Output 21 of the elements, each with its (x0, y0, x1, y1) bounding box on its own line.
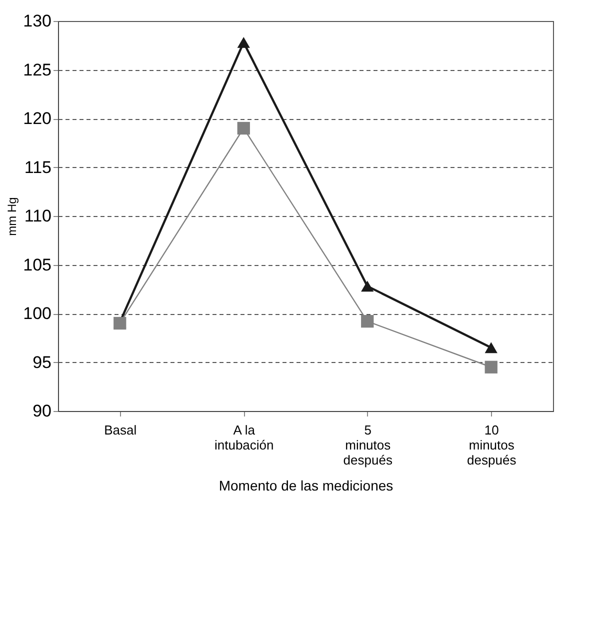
point (361, 280, 374, 292)
x-axis-title: Momento de las mediciones (218, 478, 394, 494)
y-tick-label: 130 (23, 12, 52, 30)
point (237, 122, 250, 135)
y-tick-label: 120 (23, 109, 52, 128)
point (484, 360, 498, 374)
x-tick-label: 10 minutos después (467, 422, 517, 468)
y-axis-title: mm Hg (5, 197, 20, 236)
y-tick-label: 100 (23, 304, 52, 323)
y-tick-label: 95 (32, 352, 52, 372)
x-tick-label: Basal (104, 422, 137, 438)
y-tick-label: 115 (24, 158, 52, 177)
point (361, 314, 374, 328)
point (484, 342, 498, 354)
point (237, 36, 250, 48)
y-tick-label: 125 (23, 60, 52, 80)
x-tick-label: A la intubación (214, 422, 274, 452)
y-tick-label: 105 (23, 255, 52, 274)
y-tick-label: 90 (32, 402, 52, 420)
y-tick-label: 110 (24, 206, 52, 226)
x-tick-label: 5 minutos después (343, 422, 393, 468)
